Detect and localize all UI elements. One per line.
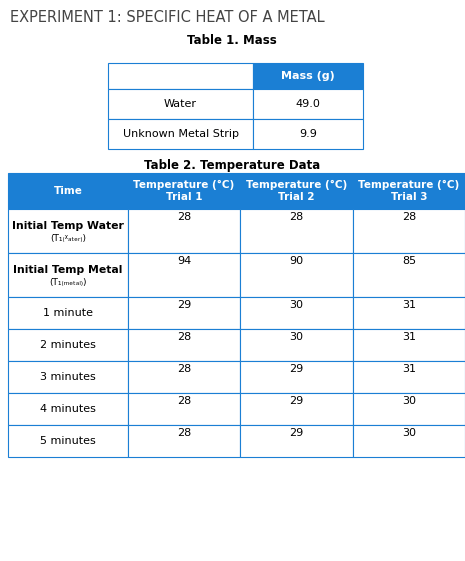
Text: 29: 29 [289,428,304,438]
Text: Initial Temp Metal: Initial Temp Metal [13,265,123,275]
Bar [128,393,240,425]
Bar [240,329,353,361]
Text: 30: 30 [290,332,304,342]
Bar [128,329,240,361]
Bar [353,425,465,457]
Bar [8,329,128,361]
Bar [128,209,240,253]
Text: EXPERIMENT 1: SPECIFIC HEAT OF A METAL: EXPERIMENT 1: SPECIFIC HEAT OF A METAL [10,10,325,25]
Text: 94: 94 [177,256,191,266]
Bar [240,173,353,209]
Bar [108,63,253,89]
Text: 30: 30 [290,300,304,310]
Bar [8,361,128,393]
Bar [353,297,465,329]
Text: (T₁₍ᵡₐₜₑᵣ₎): (T₁₍ᵡₐₜₑᵣ₎) [50,233,86,242]
Bar [128,361,240,393]
Text: Mass (g): Mass (g) [281,71,335,81]
Text: 4 minutes: 4 minutes [40,404,96,414]
Text: Initial Temp Water: Initial Temp Water [12,221,124,231]
Text: 28: 28 [177,396,191,406]
Bar [8,297,128,329]
Text: Unknown Metal Strip: Unknown Metal Strip [122,129,239,139]
Text: 28: 28 [177,212,191,222]
Bar [8,253,128,297]
Text: 85: 85 [402,256,416,266]
Text: 28: 28 [177,428,191,438]
Text: 31: 31 [402,332,416,342]
Bar [108,89,253,119]
Text: Table 2. Temperature Data: Table 2. Temperature Data [144,159,320,172]
Bar [240,297,353,329]
Text: 30: 30 [402,428,416,438]
Bar [240,425,353,457]
Text: Table 1. Mass: Table 1. Mass [187,34,277,47]
Text: Water: Water [164,99,197,109]
Text: 2 minutes: 2 minutes [40,340,96,350]
Bar [253,89,363,119]
Text: Time: Time [53,186,82,196]
Text: Temperature (°C)
Trial 1: Temperature (°C) Trial 1 [133,180,235,202]
Text: 90: 90 [289,256,304,266]
Text: 28: 28 [177,364,191,374]
Text: 29: 29 [289,396,304,406]
Bar [128,173,240,209]
Bar [353,173,465,209]
Bar [128,297,240,329]
Text: 29: 29 [177,300,191,310]
Bar [353,329,465,361]
Bar [353,253,465,297]
Bar [240,253,353,297]
Text: 49.0: 49.0 [296,99,320,109]
Bar [8,209,128,253]
Bar [240,361,353,393]
Text: 9.9: 9.9 [299,129,317,139]
Text: 30: 30 [402,396,416,406]
Text: 28: 28 [289,212,304,222]
Bar [108,119,253,149]
Text: 1 minute: 1 minute [43,308,93,318]
Text: 28: 28 [402,212,416,222]
Bar [353,393,465,425]
Text: Temperature (°C)
Trial 2: Temperature (°C) Trial 2 [246,180,347,202]
Text: 29: 29 [289,364,304,374]
Text: 31: 31 [402,300,416,310]
Text: 5 minutes: 5 minutes [40,436,96,446]
Text: 28: 28 [177,332,191,342]
Bar [253,63,363,89]
Bar [240,393,353,425]
Text: Temperature (°C)
Trial 3: Temperature (°C) Trial 3 [359,180,459,202]
Bar [8,173,128,209]
Text: (T₁₍ₘₑₜₐₗ₎): (T₁₍ₘₑₜₐₗ₎) [49,278,87,287]
Bar [8,425,128,457]
Text: 31: 31 [402,364,416,374]
Bar [8,393,128,425]
Bar [128,425,240,457]
Bar [353,209,465,253]
Text: 3 minutes: 3 minutes [40,372,96,382]
Bar [253,119,363,149]
Bar [128,253,240,297]
Bar [353,361,465,393]
Bar [240,209,353,253]
